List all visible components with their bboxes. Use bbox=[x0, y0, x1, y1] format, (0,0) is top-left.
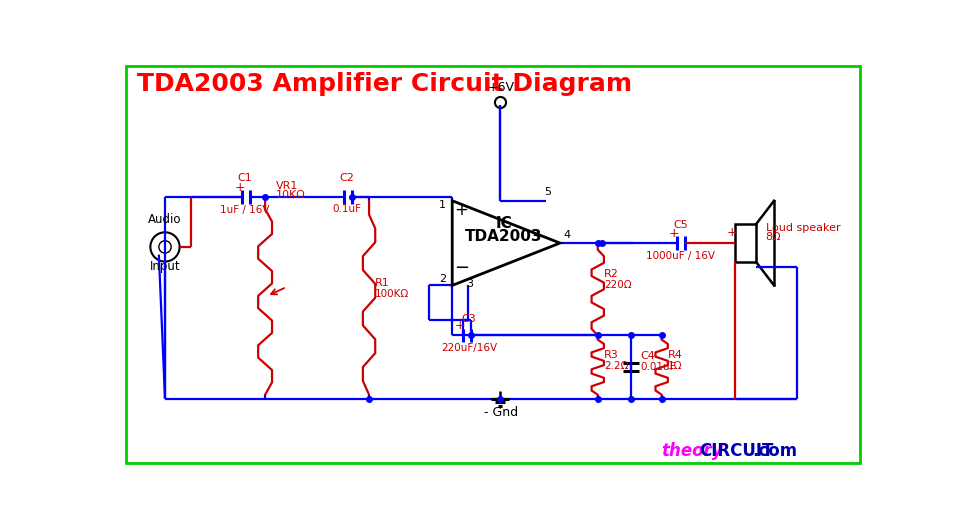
Text: +: + bbox=[454, 201, 468, 219]
Text: 2: 2 bbox=[438, 274, 445, 283]
Text: 8Ω: 8Ω bbox=[765, 232, 780, 242]
Text: C5: C5 bbox=[673, 221, 687, 231]
Text: VR1: VR1 bbox=[276, 181, 298, 191]
Text: −: − bbox=[454, 259, 469, 277]
Text: Input: Input bbox=[150, 260, 180, 273]
Text: 0.01uF: 0.01uF bbox=[639, 362, 675, 372]
Text: 100KΩ: 100KΩ bbox=[375, 289, 409, 299]
Text: CIRCUIT: CIRCUIT bbox=[699, 442, 773, 460]
Text: C4: C4 bbox=[639, 351, 654, 362]
Text: R1: R1 bbox=[375, 278, 389, 288]
Text: 1Ω: 1Ω bbox=[667, 361, 681, 370]
Text: R2: R2 bbox=[604, 269, 618, 279]
Text: +6V: +6V bbox=[487, 81, 514, 94]
Text: +: + bbox=[668, 227, 678, 240]
Bar bbox=[734, 224, 755, 263]
Text: TDA2003: TDA2003 bbox=[464, 229, 542, 244]
Text: 4: 4 bbox=[563, 230, 571, 239]
Text: 10KΩ: 10KΩ bbox=[276, 190, 306, 200]
Text: 1uF / 16V: 1uF / 16V bbox=[219, 205, 269, 215]
Text: TDA2003 Amplifier Circuit Diagram: TDA2003 Amplifier Circuit Diagram bbox=[136, 72, 631, 96]
Text: +: + bbox=[727, 226, 737, 239]
Text: 220uF/16V: 220uF/16V bbox=[441, 343, 497, 353]
Text: C2: C2 bbox=[339, 173, 354, 183]
Text: - Gnd: - Gnd bbox=[484, 406, 518, 419]
Text: 5: 5 bbox=[544, 187, 551, 196]
Text: 1000uF / 16V: 1000uF / 16V bbox=[646, 251, 715, 261]
Text: +: + bbox=[234, 181, 245, 194]
Text: +: + bbox=[454, 319, 465, 332]
Text: C3: C3 bbox=[461, 313, 476, 324]
Text: theory: theory bbox=[661, 442, 723, 460]
Text: C1: C1 bbox=[236, 173, 252, 183]
Text: .com: .com bbox=[752, 442, 797, 460]
Text: Audio: Audio bbox=[148, 213, 182, 226]
Text: 3: 3 bbox=[465, 279, 473, 289]
Text: 0.1uF: 0.1uF bbox=[332, 204, 360, 214]
Text: Loud speaker: Loud speaker bbox=[765, 223, 839, 233]
Text: 1: 1 bbox=[438, 200, 445, 211]
Text: 220Ω: 220Ω bbox=[604, 280, 630, 290]
Text: R4: R4 bbox=[667, 350, 682, 360]
Text: IC: IC bbox=[495, 216, 511, 231]
Text: R3: R3 bbox=[604, 350, 618, 360]
Text: 2.2Ω: 2.2Ω bbox=[604, 361, 628, 370]
